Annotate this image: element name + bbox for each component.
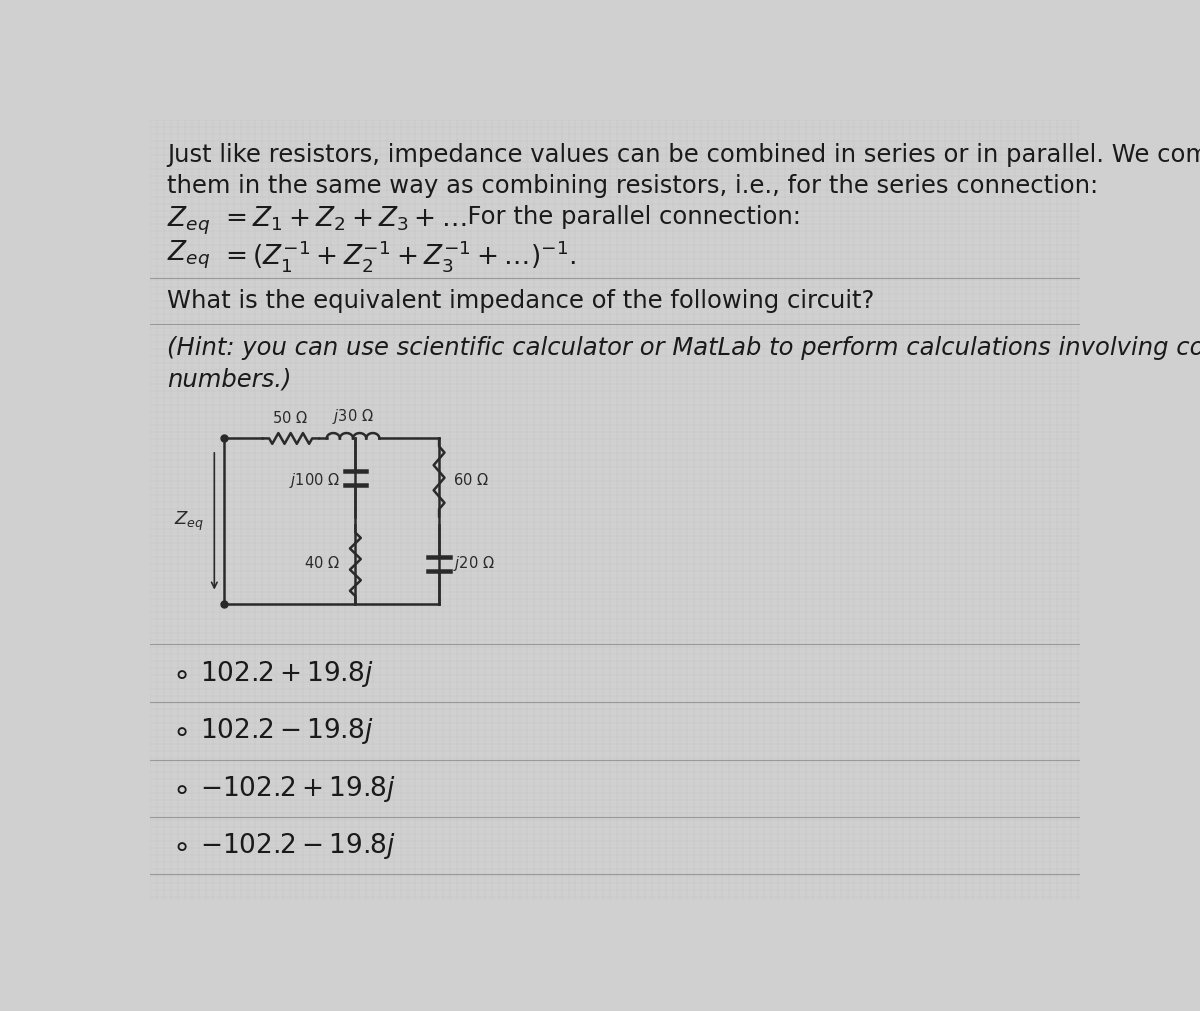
Text: Just like resistors, impedance values can be combined in series or in parallel. : Just like resistors, impedance values ca… <box>167 143 1200 167</box>
Text: $60\ \Omega$: $60\ \Omega$ <box>454 472 488 487</box>
Text: (Hint: you can use scientific calculator or MatLab to perform calculations invol: (Hint: you can use scientific calculator… <box>167 336 1200 359</box>
Text: $102.2 + 19.8j$: $102.2 + 19.8j$ <box>200 658 374 687</box>
Text: $\circ$: $\circ$ <box>172 774 187 803</box>
Text: $-102.2 - 19.8j$: $-102.2 - 19.8j$ <box>200 830 396 860</box>
Text: $= Z_1 + Z_2 + Z_3 + \ldots$: $= Z_1 + Z_2 + Z_3 + \ldots$ <box>220 204 466 233</box>
Text: $Z_{eq}$: $Z_{eq}$ <box>167 204 210 237</box>
Text: $50\ \Omega$: $50\ \Omega$ <box>272 409 308 426</box>
Text: $j100\ \Omega$: $j100\ \Omega$ <box>289 470 340 489</box>
Text: $j20\ \Omega$: $j20\ \Omega$ <box>454 553 494 572</box>
Text: $j30\ \Omega$: $j30\ \Omega$ <box>332 406 374 426</box>
Text: them in the same way as combining resistors, i.e., for the series connection:: them in the same way as combining resist… <box>167 174 1098 197</box>
Text: $102.2 - 19.8j$: $102.2 - 19.8j$ <box>200 716 374 745</box>
Text: $\circ$: $\circ$ <box>172 659 187 686</box>
Text: $\circ$: $\circ$ <box>172 831 187 859</box>
Text: What is the equivalent impedance of the following circuit?: What is the equivalent impedance of the … <box>167 289 875 313</box>
Text: $\circ$: $\circ$ <box>172 717 187 744</box>
Text: $Z_{eq}$: $Z_{eq}$ <box>174 510 204 533</box>
Text: numbers.): numbers.) <box>167 367 292 391</box>
Text: For the parallel connection:: For the parallel connection: <box>452 204 802 228</box>
Text: $-102.2 + 19.8j$: $-102.2 + 19.8j$ <box>200 773 396 803</box>
Text: $Z_{eq}$: $Z_{eq}$ <box>167 239 210 271</box>
Text: $40\ \Omega$: $40\ \Omega$ <box>304 555 340 571</box>
Text: $= (Z_1^{-1} + Z_2^{-1} + Z_3^{-1} + \ldots)^{-1}.$: $= (Z_1^{-1} + Z_2^{-1} + Z_3^{-1} + \ld… <box>220 239 576 274</box>
